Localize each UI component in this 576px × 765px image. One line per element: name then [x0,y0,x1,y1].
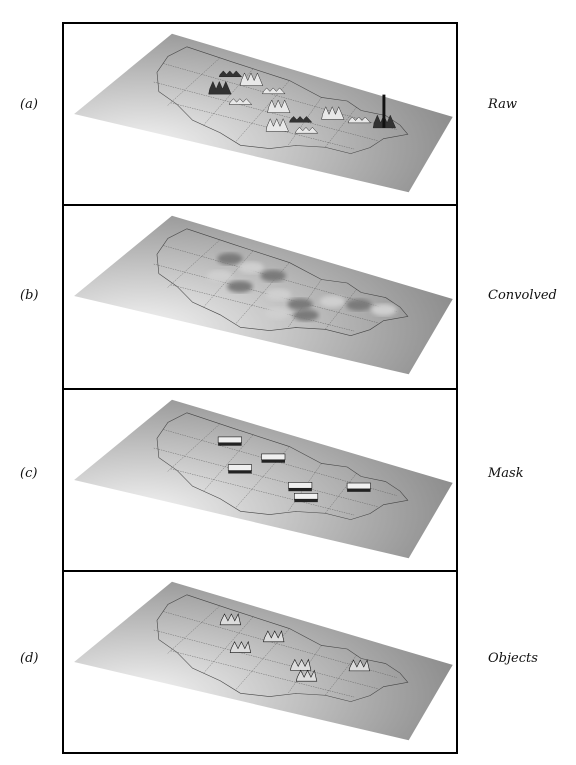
map-plane [74,33,453,193]
raw-peak [228,98,253,105]
panel-b-frame [62,204,458,390]
object-relief [263,630,285,643]
state-border [163,245,398,312]
raw-peak [289,116,313,123]
us-outline [156,412,409,520]
state-border [324,107,357,148]
smoothed-blob [227,280,253,293]
smoothed-blob [206,270,233,283]
raw-peak [208,80,232,95]
panel-a-frame [62,22,458,206]
state-border [167,424,220,473]
raw-peak [240,72,264,86]
panel-a-label: Raw [488,97,517,112]
mask-block-side [294,499,318,503]
raw-peak [262,87,286,95]
object-relief [229,640,252,653]
map-plane [74,215,453,375]
panel-c-label: Mask [488,466,524,481]
state-border [203,434,254,491]
panel-c-frame [62,388,458,572]
state-border [153,81,379,142]
panel-c-tag: (c) [20,466,38,481]
raw-peak [218,70,243,78]
mask-block-top [217,436,242,444]
state-border [325,289,357,330]
state-border [153,447,379,508]
panel-b-label: Convolved [488,288,557,303]
smoothed-blob [265,288,292,301]
object-relief [295,669,318,682]
raw-peak [321,106,345,120]
panel-d-frame [62,570,458,754]
smoothed-blob [287,298,313,311]
map-plane [74,581,453,741]
smoothed-blob [217,252,243,265]
smoothed-blob [346,299,372,311]
mask-block-side [347,488,371,492]
state-border [324,655,357,696]
panel-d-surface [74,581,453,741]
mask-block-top [261,453,286,461]
map-plane [74,399,453,559]
state-border [163,63,398,130]
mask-block-side [261,459,285,463]
panel-a-tag: (a) [20,97,38,112]
state-border [163,611,398,678]
state-border [170,650,355,698]
object-relief [219,613,242,626]
raw-peak [267,99,291,113]
state-border [167,58,220,107]
state-border [163,429,398,496]
smoothed-blob [264,307,290,320]
state-border [167,606,220,655]
panel-b-surface [74,215,453,375]
mask-block-side [288,488,312,492]
panel-d-label: Objects [488,651,538,666]
us-outline [156,228,409,336]
mask-block-side [218,442,242,446]
object-relief [348,659,370,672]
panel-b-tag: (b) [20,288,39,303]
smoothed-blob [260,269,286,282]
state-border [153,629,379,690]
us-outline [156,46,409,154]
smoothed-blob [371,304,397,316]
panel-a-surface [74,33,453,193]
mask-block-top [346,482,371,490]
smoothed-blob [238,261,264,274]
panel-d-tag: (d) [20,651,39,666]
raw-peak [265,118,289,132]
panel-c-surface [74,399,453,559]
mask-block-side [228,470,252,474]
smoothed-blob [293,309,319,322]
raw-peak [347,116,372,124]
mask-block-top [294,493,319,500]
us-outline [156,594,409,702]
mask-block-top [288,482,313,489]
state-border [170,468,355,516]
raw-peak [294,126,319,134]
object-relief [289,658,312,671]
state-border [167,240,220,289]
mask-block-top [227,464,252,471]
state-border [170,102,355,150]
state-border [324,473,357,514]
state-border [203,616,254,673]
smoothed-blob [319,295,346,308]
state-border [170,284,355,332]
raw-spike [382,94,386,128]
